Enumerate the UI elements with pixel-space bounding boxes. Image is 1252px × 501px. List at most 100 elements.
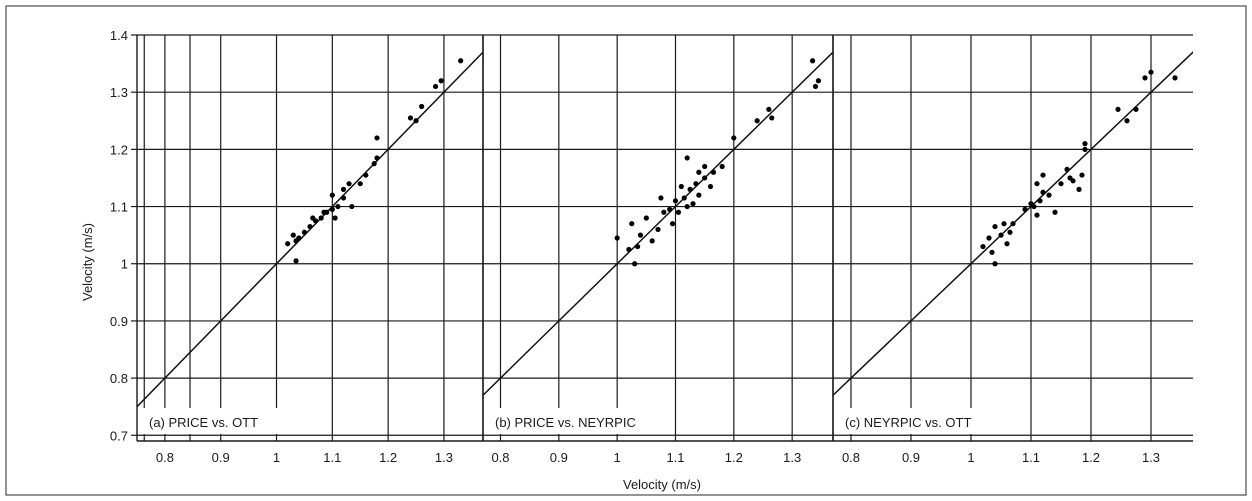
data-point <box>707 183 714 190</box>
data-point <box>815 78 822 84</box>
panel-label-background <box>837 408 987 434</box>
data-point <box>731 135 737 141</box>
y-tick-label: 1.3 <box>110 85 128 100</box>
data-point <box>769 115 775 121</box>
data-point <box>702 175 708 181</box>
data-point <box>658 195 664 201</box>
data-point <box>1124 118 1130 124</box>
data-point <box>1115 106 1121 112</box>
data-point <box>432 83 439 90</box>
y-tick-label: 1.1 <box>110 200 128 215</box>
data-point <box>1070 178 1076 184</box>
data-point <box>413 118 419 124</box>
data-point <box>290 232 296 238</box>
data-point <box>1046 192 1052 198</box>
data-point <box>696 192 702 198</box>
data-point <box>1040 172 1046 178</box>
plot-area: 0.8 0.9 1 1.1 1.2 1.3 (a) PRICE vs. OTT 0.8 0.9 1… <box>110 28 1193 465</box>
data-point <box>1148 69 1154 75</box>
data-point <box>669 221 676 227</box>
x-tick-label: 1.3 <box>783 450 801 465</box>
data-point <box>655 226 661 233</box>
data-point <box>357 181 363 187</box>
x-tick-label: 0.8 <box>491 450 509 465</box>
data-point <box>374 155 380 161</box>
reference-line <box>483 51 833 397</box>
data-point <box>681 195 687 201</box>
data-point <box>980 243 986 250</box>
data-point <box>684 155 690 161</box>
x-tick-label: 1 <box>614 450 621 465</box>
data-point <box>335 203 341 210</box>
data-point <box>1031 203 1037 210</box>
data-point <box>374 135 380 141</box>
panel-label-background <box>141 408 291 434</box>
data-point <box>986 235 992 241</box>
data-point <box>458 58 464 64</box>
x-tick-label: 1.3 <box>1142 450 1160 465</box>
data-point <box>1034 181 1040 187</box>
data-point <box>340 186 347 192</box>
data-point <box>363 172 369 178</box>
data-point <box>296 235 302 241</box>
x-tick-label: 0.8 <box>842 450 860 465</box>
data-point <box>293 258 299 264</box>
y-tick-label: 0.8 <box>110 371 128 386</box>
data-point <box>438 78 444 84</box>
data-point <box>332 215 338 221</box>
x-tick-label: 0.9 <box>212 450 230 465</box>
x-tick-label: 1 <box>967 450 974 465</box>
data-point <box>1172 75 1178 81</box>
data-point <box>318 215 324 221</box>
data-point <box>1007 229 1013 235</box>
y-axis-label: Velocity (m/s) <box>80 223 95 301</box>
data-point <box>1064 166 1070 172</box>
data-point <box>310 215 316 221</box>
data-point <box>710 169 717 175</box>
data-point <box>324 209 330 215</box>
x-tick-label: 1.2 <box>379 450 397 465</box>
data-point <box>614 235 620 241</box>
data-point <box>419 103 425 110</box>
data-point <box>1004 241 1010 247</box>
data-point <box>632 261 638 267</box>
data-point <box>1037 198 1043 204</box>
data-point <box>634 243 641 250</box>
data-point <box>1082 146 1088 152</box>
data-point <box>1058 181 1064 187</box>
data-point <box>693 181 699 187</box>
data-point <box>371 161 377 167</box>
x-tick-label: 0.9 <box>550 450 568 465</box>
data-point <box>812 83 819 90</box>
data-point <box>992 223 998 230</box>
data-point <box>719 163 725 170</box>
data-point <box>989 249 995 255</box>
data-point <box>1079 172 1085 178</box>
y-tick-label: 1.4 <box>110 28 128 43</box>
data-point <box>346 181 352 187</box>
y-tick-label: 1 <box>121 257 128 272</box>
data-point <box>672 198 679 204</box>
panel-label-background <box>487 408 637 434</box>
data-point <box>285 241 291 247</box>
data-point <box>649 238 655 244</box>
x-tick-label: 1.1 <box>323 450 341 465</box>
data-point <box>809 58 816 64</box>
data-point <box>629 221 635 227</box>
data-point <box>1034 212 1040 218</box>
data-point <box>992 261 998 267</box>
data-point <box>329 206 335 213</box>
data-point <box>307 223 313 230</box>
x-tick-label: 1.3 <box>435 450 453 465</box>
reference-line <box>137 51 483 408</box>
data-point <box>301 229 308 235</box>
data-point <box>637 232 644 238</box>
panel-label: (a) PRICE vs. OTT <box>149 415 258 430</box>
data-point <box>1010 221 1016 227</box>
data-point <box>1052 209 1058 215</box>
data-point <box>340 195 347 201</box>
data-point <box>1076 186 1082 192</box>
data-point <box>1001 221 1007 227</box>
data-point <box>407 115 414 121</box>
panel-label: (c) NEYRPIC vs. OTT <box>845 415 971 430</box>
